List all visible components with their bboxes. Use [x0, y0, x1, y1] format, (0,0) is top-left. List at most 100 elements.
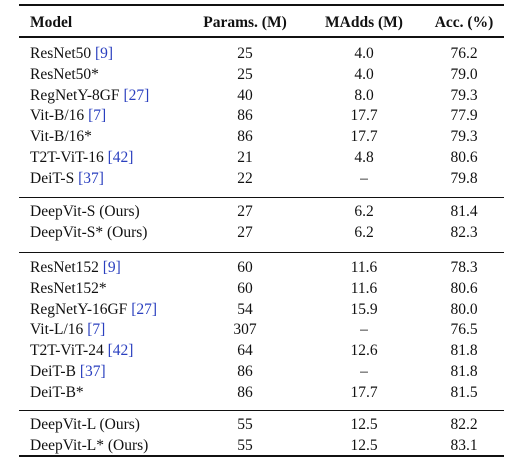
acc-cell: 80.6: [450, 279, 478, 297]
params-cell: 55: [237, 416, 253, 433]
madds-cell: 15.9: [350, 300, 378, 318]
model-cell: DeepVit-S* (Ours): [30, 223, 147, 243]
params-cell: 86: [237, 128, 253, 146]
citation-link[interactable]: [7]: [87, 321, 106, 339]
group-separator-rule: [19, 410, 504, 411]
params-cell: 54: [237, 300, 253, 318]
model-name: DeiT-S: [30, 169, 75, 187]
model-name: ResNet152: [30, 259, 99, 276]
citation-link[interactable]: [27]: [131, 300, 158, 318]
madds-cell: –: [360, 363, 368, 380]
model-cell: ResNet152*: [30, 279, 107, 299]
table-row: DeepVit-L (Ours) 55 12.5 82.2: [0, 415, 522, 435]
table-row: DeiT-S [37] 22 – 79.8: [0, 169, 522, 189]
madds-cell: 4.0: [354, 45, 374, 62]
params-cell: 86: [237, 383, 253, 401]
citation-link[interactable]: [42]: [107, 342, 134, 360]
madds-cell: 17.7: [350, 107, 378, 125]
table-row: ResNet50 [9] 25 4.0 76.2: [0, 44, 522, 64]
params-cell: 307: [233, 321, 257, 339]
acc-cell: 81.5: [450, 383, 478, 401]
table-row: ResNet152* 60 11.6 80.6: [0, 279, 522, 299]
citation-link[interactable]: [37]: [79, 363, 106, 380]
table-row: DeiT-B [37] 86 – 81.8: [0, 362, 522, 382]
madds-cell: 6.2: [354, 203, 374, 220]
table-row: DeepVit-S* (Ours) 27 6.2 82.3: [0, 223, 522, 243]
madds-cell: 6.2: [354, 223, 374, 241]
madds-cell: 17.7: [350, 383, 378, 401]
group-separator-rule: [19, 252, 504, 253]
model-name: DeepVit-S (Ours): [30, 203, 140, 220]
params-cell: 86: [237, 107, 253, 125]
header-model: Model: [30, 14, 73, 31]
model-name: DeepVit-S* (Ours): [30, 223, 148, 241]
acc-cell: 82.2: [450, 416, 478, 433]
model-cell: DeiT-S [37]: [30, 169, 104, 189]
citation-link[interactable]: [27]: [123, 86, 150, 104]
params-cell: 22: [237, 169, 253, 187]
madds-cell: 12.6: [350, 342, 378, 360]
table-row: Vit-L/16 [7] 307 – 76.5: [0, 320, 522, 340]
params-cell: 21: [237, 149, 253, 166]
table-row: RegNetY-8GF [27] 40 8.0 79.3: [0, 86, 522, 106]
citation-link[interactable]: [42]: [107, 149, 134, 166]
acc-cell: 81.4: [450, 203, 478, 220]
group-separator-rule: [19, 197, 504, 198]
params-cell: 60: [237, 279, 253, 297]
madds-cell: 11.6: [350, 259, 378, 276]
model-cell: T2T-ViT-24 [42]: [30, 341, 133, 361]
model-name: ResNet152*: [30, 279, 107, 297]
acc-cell: 83.1: [450, 436, 478, 454]
model-name: DeiT-B*: [30, 383, 84, 401]
model-name: Vit-B/16*: [30, 128, 92, 146]
bottom-rule: [19, 455, 504, 457]
table-row: DeiT-B* 86 17.7 81.5: [0, 383, 522, 403]
acc-cell: 81.8: [450, 363, 478, 380]
model-cell: T2T-ViT-16 [42]: [30, 148, 133, 168]
model-name: RegNetY-8GF: [30, 86, 120, 104]
params-cell: 27: [237, 203, 253, 220]
model-name: DeiT-B: [30, 363, 76, 380]
top-rule: [19, 4, 504, 6]
citation-link[interactable]: [9]: [102, 259, 121, 276]
madds-cell: –: [360, 321, 368, 339]
citation-link[interactable]: [37]: [78, 169, 104, 187]
acc-cell: 79.3: [450, 128, 478, 146]
table-row: T2T-ViT-16 [42] 21 4.8 80.6: [0, 148, 522, 168]
header-row: Model Params. (M) MAdds (M) Acc. (%): [0, 13, 522, 33]
acc-cell: 81.8: [450, 342, 478, 360]
acc-cell: 82.3: [450, 223, 478, 241]
madds-cell: –: [360, 169, 368, 187]
table-row: Vit-B/16 [7] 86 17.7 77.9: [0, 106, 522, 126]
acc-cell: 77.9: [450, 107, 478, 125]
model-name: T2T-ViT-24: [30, 342, 104, 360]
table-row: ResNet152 [9] 60 11.6 78.3: [0, 258, 522, 278]
madds-cell: 12.5: [350, 416, 378, 433]
model-name: ResNet50: [30, 45, 92, 62]
model-cell: Vit-B/16 [7]: [30, 106, 106, 126]
params-cell: 25: [237, 45, 253, 62]
params-cell: 40: [237, 86, 253, 104]
model-name: DeepVit-L* (Ours): [30, 436, 149, 454]
table-row: DeepVit-S (Ours) 27 6.2 81.4: [0, 202, 522, 222]
model-name: Vit-L/16: [30, 321, 84, 339]
model-cell: DeepVit-S (Ours): [30, 202, 140, 222]
header-rule: [19, 36, 504, 38]
citation-link[interactable]: [7]: [88, 107, 107, 125]
madds-cell: 17.7: [350, 128, 378, 146]
params-cell: 55: [237, 436, 253, 454]
acc-cell: 76.5: [450, 321, 478, 339]
model-name: DeepVit-L (Ours): [30, 416, 140, 433]
table-row: T2T-ViT-24 [42] 64 12.6 81.8: [0, 341, 522, 361]
citation-link[interactable]: [9]: [95, 45, 114, 62]
madds-cell: 12.5: [350, 436, 378, 454]
model-cell: DeiT-B*: [30, 383, 84, 403]
acc-cell: 79.0: [450, 65, 478, 83]
header-acc: Acc. (%): [434, 14, 494, 31]
model-name: Vit-B/16: [30, 107, 85, 125]
params-cell: 27: [237, 223, 253, 241]
model-cell: RegNetY-8GF [27]: [30, 86, 149, 106]
table-row: Vit-B/16* 86 17.7 79.3: [0, 127, 522, 147]
madds-cell: 4.8: [354, 149, 374, 166]
